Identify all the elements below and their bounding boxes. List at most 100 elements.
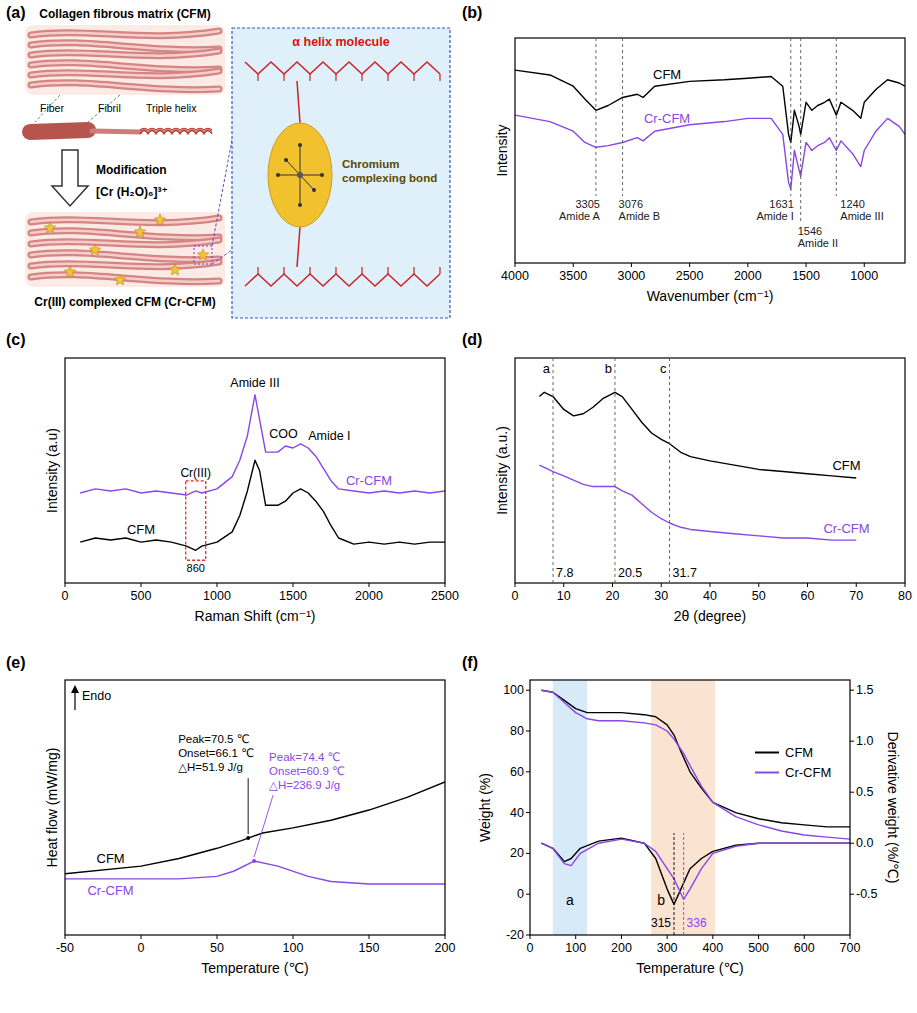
- bond-line: [278, 175, 300, 176]
- marker-line: [595, 38, 596, 196]
- fibre: [31, 63, 219, 70]
- cr-site: [197, 249, 208, 260]
- fibre-highlight: [31, 43, 219, 50]
- fibre-highlight: [31, 83, 219, 90]
- plot-area: [515, 70, 905, 189]
- series-label: Cr-CFM: [346, 473, 392, 488]
- fibre-highlight: [31, 31, 219, 36]
- peak-value: 31.7: [673, 566, 697, 580]
- fiber-label: Fiber: [40, 102, 64, 114]
- matrix-bg: [25, 25, 225, 95]
- series-line: [515, 115, 905, 189]
- cr-site: [134, 226, 145, 237]
- fibre: [31, 218, 219, 223]
- series-label: CFM: [127, 522, 155, 537]
- x-tick-label: 1000: [203, 589, 231, 603]
- marker-line: [669, 358, 670, 583]
- peak-letter: b: [605, 361, 612, 376]
- bond-label: Chromiumcomplexing bond: [342, 158, 437, 184]
- series-line: [80, 395, 445, 495]
- y-tick-label: 40: [510, 806, 524, 820]
- peak-info: Onset=66.1 ℃: [178, 747, 254, 759]
- diagram-title: Collagen fibrous matrix (CFM): [39, 7, 210, 21]
- peak-label: Amide II: [798, 237, 838, 249]
- bond-line: [286, 160, 300, 175]
- marker-line: [674, 833, 675, 935]
- fibril-shape: [92, 131, 140, 132]
- molecule-branch: [283, 267, 284, 274]
- molecule-branch: [297, 227, 300, 267]
- x-tick: [864, 263, 865, 267]
- y2-tick-label: 0.5: [856, 785, 873, 799]
- fibre: [31, 262, 219, 267]
- highlight-label: Cr(III): [180, 466, 211, 480]
- x-tick-label: 10: [557, 589, 571, 603]
- x-tick-label: 1000: [850, 269, 878, 283]
- peak-label: Amide III: [840, 210, 883, 222]
- marker-line: [790, 38, 791, 196]
- peak-dot: [246, 836, 250, 840]
- y-tick-label: -20: [506, 928, 524, 942]
- fibre-highlight: [31, 240, 219, 245]
- atom: [276, 173, 280, 177]
- region-label: b: [657, 892, 665, 908]
- x-tick-label: 600: [794, 941, 815, 955]
- y-axis-title: Intensity (a.u.): [494, 426, 510, 515]
- fibre: [31, 71, 219, 76]
- cr-site: [154, 214, 165, 225]
- plot-frame: [65, 680, 445, 935]
- molecule-branch: [335, 267, 336, 274]
- peak-label: Amide A: [559, 210, 601, 222]
- reagent-label: [Cr (H₂O)₆]³⁺: [96, 185, 168, 199]
- complex-bond: [268, 123, 332, 227]
- x-tick-label: 60: [801, 589, 815, 603]
- series-label: Cr-CFM: [87, 883, 133, 898]
- x-tick-label: 20: [606, 589, 620, 603]
- matrix-bg: [25, 212, 225, 287]
- plot-frame: [515, 358, 905, 583]
- panel-label: (b): [462, 4, 482, 21]
- fibre: [31, 43, 219, 50]
- x-tick: [747, 263, 748, 267]
- fibre-highlight: [31, 218, 219, 223]
- bond-line: [300, 175, 314, 190]
- fibre: [31, 31, 219, 36]
- plot-frame: [530, 680, 850, 935]
- cr-site: [89, 244, 100, 255]
- peak-label: Amide I: [756, 210, 793, 222]
- panel-label: (f): [462, 654, 478, 671]
- x-tick: [689, 263, 690, 267]
- fibre-highlight: [31, 51, 219, 56]
- x-tick-label: 1500: [792, 269, 820, 283]
- peak-value: 3076: [619, 198, 643, 210]
- fibre-highlight: [31, 63, 219, 70]
- x-tick-label: 400: [702, 941, 723, 955]
- legend-entry: CFM: [785, 745, 813, 760]
- peak-value: 336: [687, 916, 707, 930]
- x-tick-label: 2000: [355, 589, 383, 603]
- peak-info: Peak=70.5 ℃: [178, 733, 250, 745]
- series-label: CFM: [97, 851, 125, 866]
- zoom-box: [194, 246, 212, 264]
- text-line: complexing bond: [342, 172, 437, 184]
- y2-tick-label: 1.5: [856, 683, 873, 697]
- x-tick-label: 200: [611, 941, 632, 955]
- x-tick-label: 4000: [501, 269, 529, 283]
- x-tick-label: 2000: [734, 269, 762, 283]
- series-line: [541, 690, 850, 827]
- atom: [298, 203, 302, 207]
- x-tick-label: -50: [56, 941, 74, 955]
- series-line: [541, 838, 850, 904]
- highlight-value: 860: [187, 562, 205, 574]
- panel-1: (c)05001000150020002500Raman Shift (cm⁻¹…: [6, 331, 459, 624]
- x-tick-label: 2500: [431, 589, 459, 603]
- molecule-branch: [387, 74, 388, 81]
- arrow: [52, 150, 88, 206]
- x-tick-label: 0: [138, 941, 145, 955]
- x-tick-label: 0: [527, 941, 534, 955]
- peak-value: 1240: [840, 198, 864, 210]
- molecule-chain: [245, 62, 440, 74]
- cr-site: [44, 222, 55, 233]
- x-tick-label: 150: [359, 941, 380, 955]
- series-line: [65, 782, 445, 874]
